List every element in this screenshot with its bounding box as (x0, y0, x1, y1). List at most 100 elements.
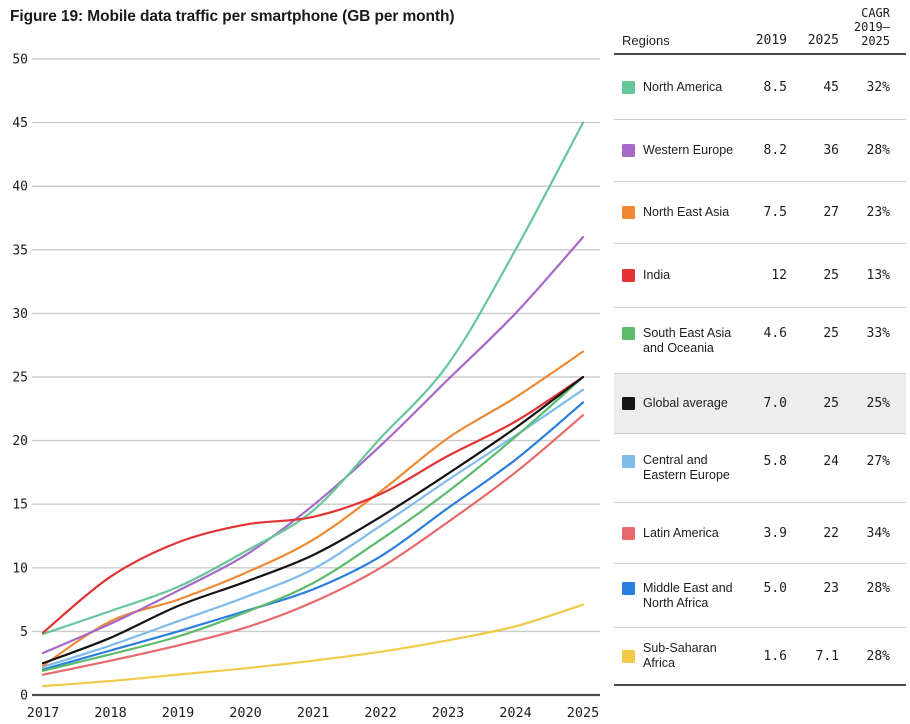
table-row-south-east-asia-and-oceania: South East Asia and Oceania 4.6 25 33% (614, 308, 906, 374)
value-2025: 22 (823, 525, 839, 541)
table-row-sub-saharan-africa: Sub-Saharan Africa 1.6 7.1 28% (614, 628, 906, 686)
y-tick-label: 15 (12, 498, 28, 513)
value-2025: 25 (823, 396, 839, 411)
region-cell: Latin America (622, 526, 745, 541)
region-label: Central and Eastern Europe (643, 453, 730, 482)
color-swatch (622, 397, 635, 410)
x-tick-label: 2020 (229, 705, 262, 721)
table-row-north-america: North America 8.5 45 32% (614, 55, 906, 120)
color-swatch (622, 144, 635, 157)
header-cagr-line3: 2025 (861, 34, 890, 48)
region-label: Latin America (643, 525, 719, 540)
y-tick-label: 35 (12, 243, 28, 258)
color-swatch (622, 454, 635, 468)
header-cagr-line1: CAGR (861, 6, 890, 20)
region-label: Middle East and North Africa (643, 580, 733, 610)
header-2019: 2019 (755, 33, 787, 48)
color-swatch (622, 526, 635, 540)
table-row-central-and-eastern-europe: Central and Eastern Europe 5.8 24 27% (614, 434, 906, 503)
value-2025: 45 (823, 79, 839, 95)
region-cell: Sub-Saharan Africa (622, 641, 745, 671)
value-2019: 8.5 (763, 79, 787, 95)
y-tick-label: 25 (12, 371, 28, 386)
table-row-global-average: Global average 7.0 25 25% (614, 374, 906, 434)
header-2025: 2025 (807, 33, 839, 48)
series-line-middle-east-and-north-africa (41, 401, 585, 671)
value-2025: 25 (823, 326, 839, 341)
region-label: North East Asia (643, 205, 730, 219)
region-cell: North East Asia (622, 205, 745, 220)
x-tick-label: 2019 (162, 705, 195, 721)
series-line-latin-america (41, 414, 585, 676)
value-2019: 8.2 (763, 143, 787, 158)
value-cagr: 13% (866, 268, 890, 283)
y-tick-label: 45 (12, 116, 28, 131)
header-cagr-line2: 2019– (853, 20, 890, 34)
region-cell: India (622, 268, 745, 283)
header-regions: Regions (622, 33, 670, 48)
y-tick-label: 20 (12, 434, 28, 449)
y-tick-label: 30 (12, 307, 28, 322)
value-cagr: 23% (866, 205, 890, 220)
region-cell: Middle East and North Africa (622, 581, 745, 611)
table-header: Regions 2019 2025 CAGR 2019– 2025 (614, 6, 906, 55)
value-2025: 23 (823, 581, 839, 596)
header-cagr: CAGR 2019– 2025 (839, 6, 890, 48)
series-line-central-and-eastern-europe (41, 388, 585, 669)
value-2025: 24 (823, 453, 839, 469)
color-swatch (622, 582, 635, 595)
series-line-south-east-asia-and-oceania (41, 375, 585, 672)
value-cagr: 33% (866, 326, 890, 341)
value-cagr: 28% (866, 143, 890, 158)
series-line-global-average (41, 375, 585, 665)
value-cagr: 28% (866, 648, 890, 664)
value-2019: 7.0 (763, 396, 787, 411)
series-line-north-east-asia (41, 350, 585, 667)
color-swatch (622, 327, 635, 340)
value-2019: 3.9 (763, 525, 787, 541)
y-tick-label: 50 (12, 53, 28, 68)
figure-title: Figure 19: Mobile data traffic per smart… (10, 8, 455, 25)
y-tick-label: 10 (12, 561, 28, 576)
table-row-western-europe: Western Europe 8.2 36 28% (614, 120, 906, 182)
x-tick-label: 2025 (567, 705, 600, 721)
series-line-india (41, 375, 585, 634)
series-line-western-europe (41, 236, 585, 655)
x-tick-label: 2018 (94, 705, 127, 721)
y-tick-label: 0 (20, 689, 28, 704)
x-tick-label: 2017 (27, 705, 60, 721)
value-2019: 1.6 (763, 648, 787, 664)
table-row-north-east-asia: North East Asia 7.5 27 23% (614, 182, 906, 244)
value-cagr: 34% (866, 525, 890, 541)
value-2025: 25 (823, 268, 839, 283)
y-tick-label: 5 (20, 625, 28, 640)
color-swatch (622, 269, 635, 282)
value-2025: 36 (823, 143, 839, 158)
table-row-middle-east-and-north-africa: Middle East and North Africa 5.0 23 28% (614, 564, 906, 628)
value-cagr: 27% (866, 453, 890, 469)
table-row-latin-america: Latin America 3.9 22 34% (614, 503, 906, 564)
value-2019: 5.8 (763, 453, 787, 469)
color-swatch (622, 80, 635, 94)
legend-table: Regions 2019 2025 CAGR 2019– 2025 North Am… (614, 6, 906, 686)
region-cell: South East Asia and Oceania (622, 326, 745, 356)
table-body: North America 8.5 45 32% Western Europe 8.2 36… (614, 55, 906, 686)
value-cagr: 25% (866, 396, 890, 411)
series-line-north-america (41, 121, 585, 636)
value-cagr: 32% (866, 79, 890, 95)
region-cell: Western Europe (622, 143, 745, 158)
value-cagr: 28% (866, 581, 890, 596)
series-line-sub-saharan-africa (41, 603, 585, 688)
x-tick-label: 2024 (499, 705, 532, 721)
region-cell: Central and Eastern Europe (622, 453, 745, 483)
region-label: Sub-Saharan Africa (643, 641, 717, 670)
x-tick-label: 2023 (432, 705, 465, 721)
value-2025: 27 (823, 205, 839, 220)
region-label: North America (643, 79, 723, 94)
value-2019: 5.0 (763, 581, 787, 596)
x-tick-label: 2022 (364, 705, 397, 721)
value-2019: 12 (771, 268, 787, 283)
value-2019: 7.5 (763, 205, 787, 220)
region-label: Western Europe (643, 143, 734, 157)
